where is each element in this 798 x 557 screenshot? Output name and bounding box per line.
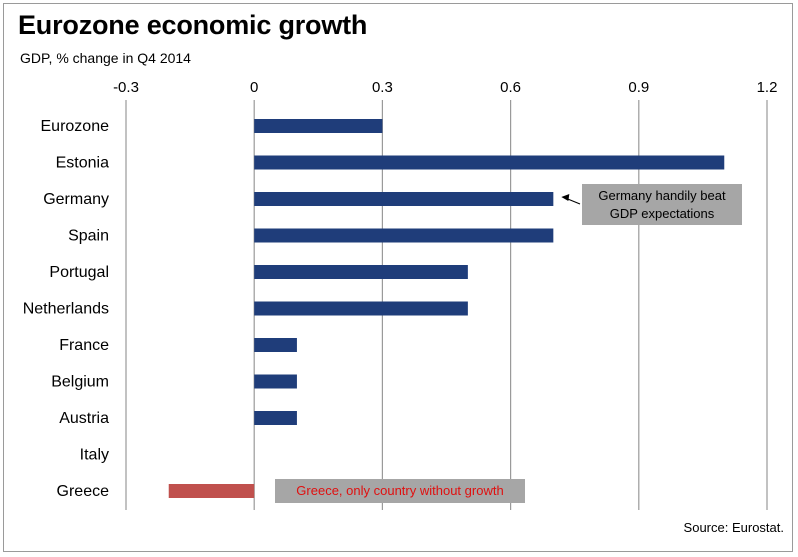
x-tick-label-4: 0.9 [628, 79, 649, 96]
bar-eurozone [254, 119, 383, 133]
x-tick-label-1: 0 [250, 79, 258, 96]
germany-arrow-head [561, 194, 570, 201]
source-note: Source: Eurostat. [683, 520, 784, 535]
bar-austria [254, 411, 297, 425]
category-label-greece: Greece [57, 483, 110, 500]
chart-title: Eurozone economic growth [18, 10, 368, 40]
category-label-italy: Italy [80, 447, 109, 464]
chart-subtitle: GDP, % change in Q4 2014 [20, 50, 191, 66]
category-label-estonia: Estonia [56, 155, 109, 172]
x-tick-label-0: -0.3 [113, 79, 139, 96]
x-tick-label-5: 1.2 [757, 79, 778, 96]
category-label-france: France [59, 337, 109, 354]
bar-estonia [254, 155, 725, 170]
bar-france [254, 338, 297, 352]
bar-greece [168, 484, 255, 498]
bar-spain [254, 228, 554, 243]
bar-germany [254, 192, 554, 206]
greece-annotation-line-1: Greece, only country without growth [296, 483, 504, 498]
category-label-belgium: Belgium [51, 374, 109, 391]
category-label-germany: Germany [43, 191, 109, 208]
category-label-austria: Austria [59, 410, 109, 427]
x-tick-label-2: 0.3 [372, 79, 393, 96]
germany-annotation: Germany handily beat GDP expectations [582, 184, 742, 225]
bar-netherlands [254, 301, 468, 316]
category-label-netherlands: Netherlands [23, 301, 109, 318]
bar-portugal [254, 265, 468, 279]
germany-annotation-line-1: Germany handily beat [598, 188, 726, 203]
germany-annotation-line-2: GDP expectations [609, 206, 715, 221]
category-label-portugal: Portugal [49, 264, 109, 281]
greece-annotation: Greece, only country without growth [275, 479, 525, 503]
bar-belgium [254, 374, 297, 389]
category-label-spain: Spain [68, 228, 109, 245]
category-label-eurozone: Eurozone [41, 118, 110, 135]
x-tick-label-3: 0.6 [500, 79, 521, 96]
